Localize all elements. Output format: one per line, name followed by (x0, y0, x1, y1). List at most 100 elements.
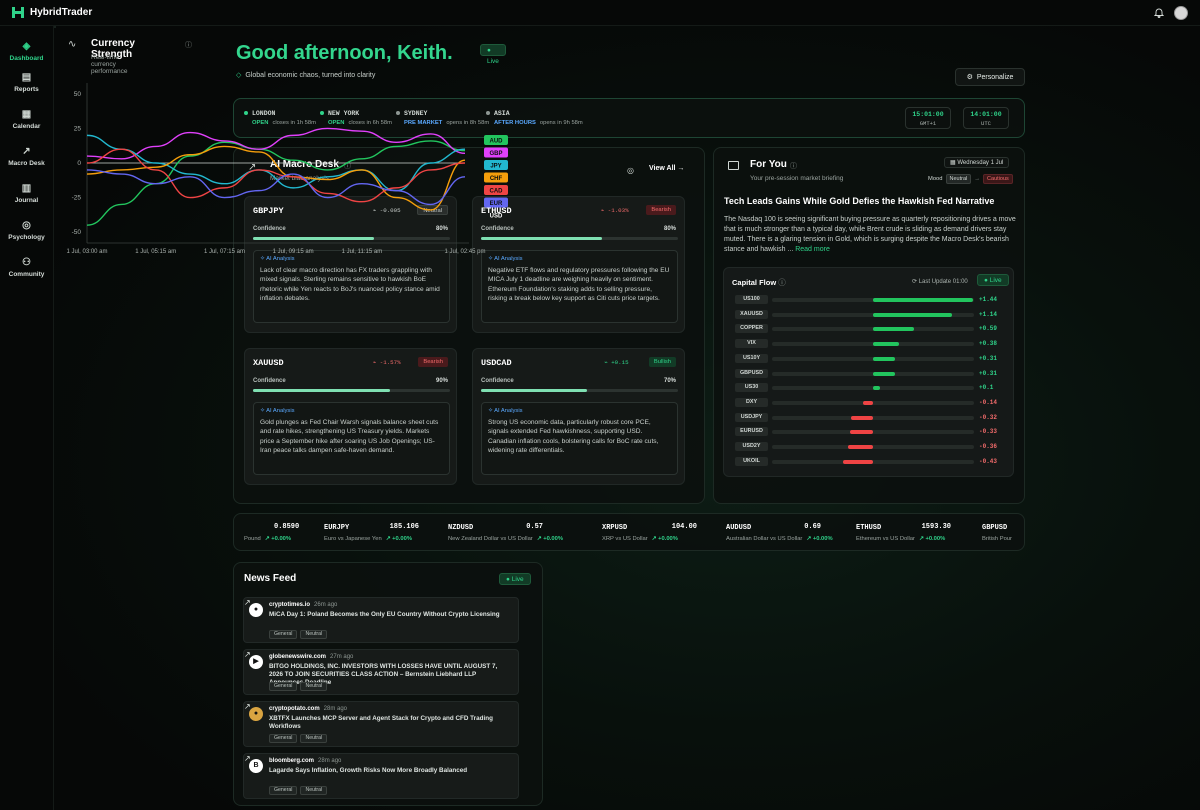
legend-label-jpy[interactable]: JPY (490, 164, 501, 170)
legend-label-usd[interactable]: USD (490, 214, 503, 220)
ticker-change: ↗ +0.00% (919, 536, 945, 542)
macro-subtitle: Market bias analysis (270, 175, 329, 182)
sidebar-item-label: Journal (14, 197, 39, 204)
asset-label: GBPUSD (735, 368, 768, 378)
clock-zone: UTC (981, 120, 991, 127)
view-all-link[interactable]: View All → (649, 165, 685, 172)
confidence-bar (481, 237, 678, 240)
read-more-link[interactable]: Read more (795, 246, 830, 253)
status-dot (244, 111, 248, 116)
news-tags: General Neutral (269, 682, 328, 691)
ticker-top: ETHUSD 1593.30 (856, 523, 951, 532)
series-line-aud (86, 140, 466, 226)
ticker-change: ↗ +0.00% (537, 536, 563, 542)
ticker-item[interactable]: XRPUSD 104.00 XRP vs US Dollar ↗ +0.00% (602, 523, 697, 542)
capital-flow-row: GBPUSD +0.31 (732, 368, 1007, 380)
ticker-symbol: EURJPY (324, 524, 350, 532)
source-logo-icon: ● (249, 707, 263, 721)
ticker-change: ↗ +0.00% (265, 536, 291, 542)
change-value: +0.00% (812, 536, 833, 542)
sidebar-item-calendar[interactable]: ▦ Calendar (0, 100, 53, 137)
macro-card-ethusd[interactable]: ETHUSD Bearish ⌁ -1.03% Confidence 80% ✧ AI A… (472, 196, 685, 333)
ticker-top: GBPUSD (982, 523, 1024, 532)
capital-flow-row: US100 +1.44 (732, 295, 1007, 306)
news-item[interactable]: ● cryptotimes.io 26m ago MiCA Day 1: Poland… (243, 597, 519, 643)
ticker-item[interactable]: ETHUSD 1593.30 Ethereum vs US Dollar ↗ +0.0… (856, 523, 951, 542)
legend-swatch-jpy (484, 160, 508, 170)
legend-label-aud[interactable]: AUD (490, 139, 504, 145)
news-item[interactable]: ● cryptopotato.com 28m ago XBTFX Launches M… (243, 701, 519, 747)
x-tick-label: 1 Jul, 03:00 am (66, 249, 107, 255)
layers-icon: ◈ (22, 41, 31, 52)
trend-up-icon: ↗ (536, 536, 544, 542)
news-source: cryptopotato.com 28m ago (269, 706, 347, 712)
external-link-icon[interactable]: ↗ (244, 702, 251, 711)
change-value: +0.00% (658, 536, 678, 542)
session-sydney: SYDNEY PRE MARKET opens in 8h 58m (396, 110, 489, 126)
legend-label-gbp[interactable]: GBP (489, 151, 502, 157)
info-icon[interactable]: ⓘ (344, 163, 351, 170)
legend-label-cad[interactable]: CAD (490, 189, 504, 195)
ai-analysis-text: Lack of clear macro direction has FX tra… (260, 267, 440, 303)
sidebar-item-macro-desk[interactable]: ↗ Macro Desk (0, 137, 53, 174)
sidebar-item-dashboard[interactable]: ◈ Dashboard (0, 26, 53, 63)
external-link-icon[interactable]: ↗ (244, 650, 251, 659)
confidence-fill (253, 237, 375, 240)
avatar[interactable] (1174, 5, 1188, 20)
target-icon[interactable]: ◎ (627, 166, 634, 175)
info-icon[interactable]: ⓘ (790, 163, 797, 170)
ticker-item[interactable]: GBPUSD British Pour (982, 523, 1024, 542)
session-note: closes in 6h 58m (348, 120, 392, 126)
macro-card-xauusd[interactable]: XAUUSD Bearish ⌁ -1.57% Confidence 90% ✧ AI A… (244, 348, 457, 485)
legend-swatch-eur (484, 197, 508, 208)
external-link-icon[interactable]: ↗ (244, 598, 251, 607)
pair-change: ⌁ +0.15 (604, 359, 628, 366)
sparkline-icon: ⌁ (372, 359, 380, 366)
sidebar-item-reports[interactable]: ▤ Reports (0, 63, 53, 100)
macro-title: AI Macro Desk (270, 159, 339, 170)
flow-value: +0.38 (979, 340, 998, 348)
ticker-item[interactable]: AUDUSD 0.69 Australian Dollar vs US Dollar… (726, 523, 833, 542)
sidebar-item-community[interactable]: ⚇ Community (0, 248, 53, 285)
news-time: 28m ago (323, 706, 348, 712)
bell-icon[interactable] (1153, 8, 1165, 18)
x-tick-label: 1 Jul, 02:45 pm (444, 249, 485, 255)
sidebar-item-journal[interactable]: ▥ Journal (0, 174, 53, 211)
info-icon[interactable]: ⓘ (185, 42, 192, 49)
ticker-item[interactable]: 0.8590 Pound ↗ +0.00% (244, 523, 339, 542)
legend-label-chf[interactable]: CHF (490, 176, 503, 182)
ticker-name: British Pour (982, 536, 1012, 542)
external-link-icon[interactable]: ↗ (244, 754, 251, 763)
settings-icon: ⚙ (966, 74, 973, 81)
ai-label: AI Analysis (494, 256, 523, 262)
series-line-chf (86, 145, 466, 211)
news-tag: Neutral (300, 682, 328, 691)
news-tag: Neutral (300, 630, 328, 639)
macro-card-usdcad[interactable]: USDCAD Bullish ⌁ +0.15 Confidence 70% ✧ AI An… (472, 348, 685, 485)
mood-indicator: Mood Neutral → Cautious (928, 174, 1013, 184)
ticker-item[interactable]: NZDUSD 0.57 New Zealand Dollar vs US Dolla… (448, 523, 563, 542)
flow-value: -0.36 (979, 443, 998, 450)
status-badge: PRE MARKET (404, 120, 443, 126)
session-london: LONDON OPEN closes in 1h 58m (244, 110, 316, 126)
ai-analysis: ✧ AI Analysis Lack of clear macro directi… (253, 250, 450, 323)
flow-value: +0.31 (979, 354, 998, 362)
personalize-button[interactable]: ⚙ Personalize (955, 68, 1025, 86)
briefing-headline: Tech Leads Gains While Gold Defies the H… (724, 196, 995, 206)
news-item[interactable]: ▶ globenewswire.com 27m ago BITGO HOLDINGS,… (243, 649, 519, 695)
macro-card-gbpjpy[interactable]: GBPJPY Neutral ⌁ -0.005 Confidence 80% ✧ AI A… (244, 196, 457, 333)
ticker-price: 185.106 (389, 523, 419, 531)
news-tag: General (269, 734, 298, 743)
app-logo[interactable]: HybridTrader (12, 7, 92, 18)
session-status: PRE MARKET opens in 8h 58m (396, 120, 489, 126)
legend-label-eur[interactable]: EUR (490, 201, 503, 207)
news-title: News Feed (244, 573, 297, 584)
sidebar-item-psychology[interactable]: ◎ Psychology (0, 211, 53, 248)
ticker-name: XRP vs US Dollar (602, 536, 648, 542)
news-tag: General (269, 786, 298, 795)
pair-change: ⌁ -0.005 (373, 207, 401, 214)
ticker-item[interactable]: EURJPY 185.106 Euro vs Japanese Yen ↗ +0.00… (324, 523, 419, 542)
news-tag: General (269, 682, 298, 691)
flow-value: +0.1 (979, 384, 994, 392)
